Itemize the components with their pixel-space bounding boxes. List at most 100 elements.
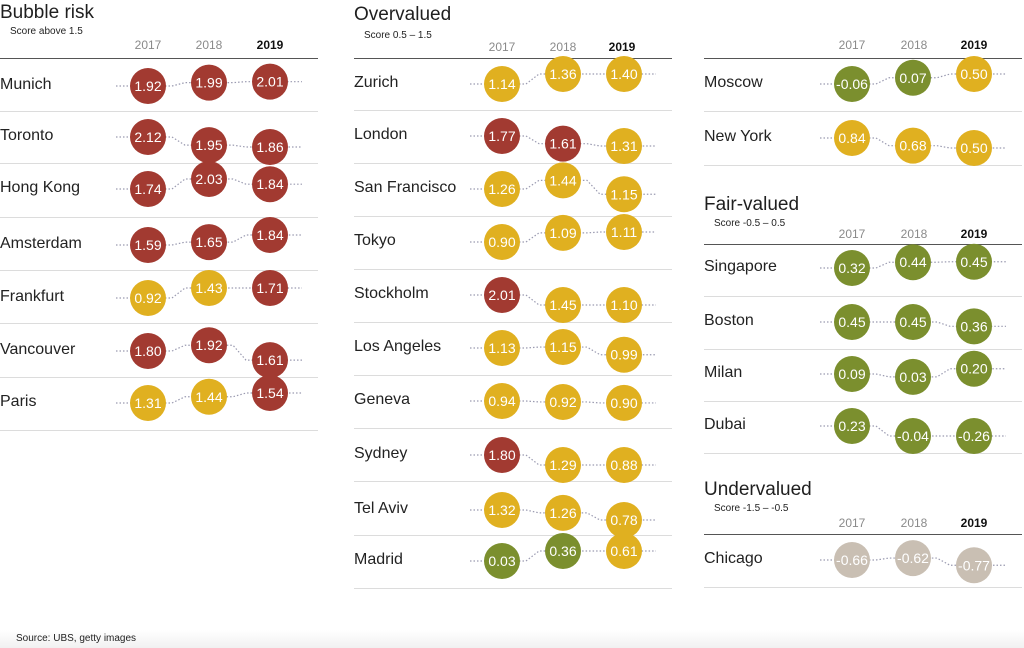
score-label: 1.92 bbox=[134, 78, 161, 94]
score-label: 1.11 bbox=[611, 224, 637, 240]
score-bubble bbox=[545, 383, 581, 420]
city-label: Tokyo bbox=[354, 232, 396, 249]
year-2019-label: 2019 bbox=[960, 38, 988, 52]
score-bubble bbox=[484, 66, 520, 102]
score-label: 0.61 bbox=[610, 543, 637, 559]
score-label: 1.14 bbox=[488, 76, 515, 92]
source-note: Source: UBS, getty images bbox=[16, 633, 137, 644]
group-bubble-risk: Bubble risk Score above 1.5 2017 2018 20… bbox=[0, 0, 318, 440]
score-bubble bbox=[484, 543, 520, 579]
footer-bar bbox=[0, 630, 1024, 648]
score-bubble bbox=[191, 270, 227, 306]
row-divider bbox=[704, 349, 1022, 350]
score-label: 0.94 bbox=[488, 393, 515, 409]
city-label: Stockholm bbox=[354, 285, 429, 302]
score-label: 0.88 bbox=[610, 457, 637, 473]
score-bubble bbox=[606, 287, 642, 323]
city-label: Singapore bbox=[704, 258, 777, 275]
score-bubble bbox=[484, 171, 520, 207]
score-label: 0.32 bbox=[838, 260, 865, 276]
city-label: Zurich bbox=[354, 74, 399, 91]
score-label: 2.01 bbox=[488, 287, 515, 303]
score-label: 1.84 bbox=[256, 227, 283, 243]
year-2017-label: 2017 bbox=[134, 38, 162, 52]
city-label: Munich bbox=[0, 76, 52, 93]
score-bubble bbox=[484, 224, 520, 260]
score-label: 0.45 bbox=[838, 314, 865, 330]
score-bubble bbox=[834, 250, 870, 286]
score-label: 1.44 bbox=[195, 389, 222, 405]
score-label: 1.32 bbox=[488, 502, 515, 518]
score-bubble bbox=[130, 333, 166, 369]
score-label: 0.90 bbox=[488, 234, 515, 250]
row-divider bbox=[354, 428, 672, 429]
city-label: Hong Kong bbox=[0, 179, 81, 196]
city-label: New York bbox=[704, 128, 772, 145]
header-rule bbox=[704, 244, 1022, 245]
city-label: Vancouver bbox=[0, 341, 76, 358]
score-bubble bbox=[252, 270, 288, 306]
score-bubble bbox=[130, 171, 166, 207]
score-label: 0.03 bbox=[488, 553, 515, 569]
year-2017-label: 2017 bbox=[838, 516, 866, 530]
score-bubble bbox=[191, 378, 227, 415]
group-subtitle: Score above 1.5 bbox=[10, 26, 83, 37]
bubble-chart: -0.06 0.07 0.50 0.84 0.68 0.50 bbox=[820, 56, 1006, 166]
score-bubble bbox=[191, 224, 227, 261]
score-bubble bbox=[252, 63, 288, 100]
row-divider bbox=[354, 163, 672, 164]
score-label: 0.09 bbox=[838, 366, 865, 382]
group-subtitle: Score -0.5 – 0.5 bbox=[714, 218, 786, 229]
score-bubble bbox=[606, 56, 642, 92]
score-label: 1.77 bbox=[488, 128, 515, 144]
score-label: 2.01 bbox=[256, 74, 283, 90]
year-2018-label: 2018 bbox=[900, 227, 928, 241]
header-rule bbox=[704, 534, 1022, 535]
score-label: 1.80 bbox=[134, 343, 161, 359]
group-subtitle: Score -1.5 – -0.5 bbox=[714, 503, 789, 514]
header-rule bbox=[354, 58, 672, 59]
score-bubble bbox=[956, 418, 992, 454]
group-fair-valued: Fair-valued Score -0.5 – 0.5 2017 2018 2… bbox=[704, 0, 1022, 460]
score-bubble bbox=[545, 533, 581, 569]
score-bubble bbox=[545, 162, 581, 199]
score-label: 1.86 bbox=[256, 139, 283, 155]
score-bubble bbox=[606, 214, 642, 250]
city-label: Los Angeles bbox=[354, 338, 442, 355]
score-label: 0.36 bbox=[549, 543, 576, 559]
score-label: 0.99 bbox=[610, 347, 637, 363]
score-bubble bbox=[956, 130, 992, 166]
row-divider bbox=[0, 163, 318, 164]
score-bubble bbox=[252, 166, 288, 203]
score-bubble bbox=[895, 358, 931, 395]
score-label: 0.78 bbox=[610, 512, 637, 528]
header-rule bbox=[704, 58, 1022, 59]
group-title: Overvalued bbox=[354, 4, 452, 25]
row-divider bbox=[0, 217, 318, 218]
score-label: 1.29 bbox=[549, 457, 576, 473]
score-label: 0.45 bbox=[960, 254, 987, 270]
city-label: Frankfurt bbox=[0, 288, 65, 305]
score-label: 2.12 bbox=[134, 129, 161, 145]
score-label: -0.06 bbox=[836, 76, 868, 92]
year-2018-label: 2018 bbox=[549, 40, 577, 54]
group-undervalued: Undervalued Score -1.5 – -0.5 2017 2018 … bbox=[704, 0, 1022, 600]
score-label: 1.45 bbox=[549, 297, 576, 313]
group-title: Undervalued bbox=[704, 479, 812, 500]
score-bubble bbox=[484, 492, 520, 528]
score-label: 1.74 bbox=[134, 181, 161, 197]
score-bubble bbox=[606, 502, 642, 538]
city-label: Chicago bbox=[704, 550, 763, 567]
panel-middle: Overvalued Score 0.5 – 1.5 2017 2018 201… bbox=[354, 0, 672, 600]
city-label: Madrid bbox=[354, 551, 403, 568]
score-label: 1.95 bbox=[195, 137, 222, 153]
row-divider bbox=[354, 322, 672, 323]
score-bubble bbox=[484, 330, 520, 366]
score-bubble bbox=[545, 494, 581, 531]
score-bubble bbox=[191, 327, 227, 364]
score-bubble bbox=[834, 304, 870, 340]
score-bubble bbox=[545, 447, 581, 483]
score-bubble bbox=[545, 214, 581, 251]
city-label: Milan bbox=[704, 364, 743, 381]
row-divider bbox=[0, 111, 318, 112]
